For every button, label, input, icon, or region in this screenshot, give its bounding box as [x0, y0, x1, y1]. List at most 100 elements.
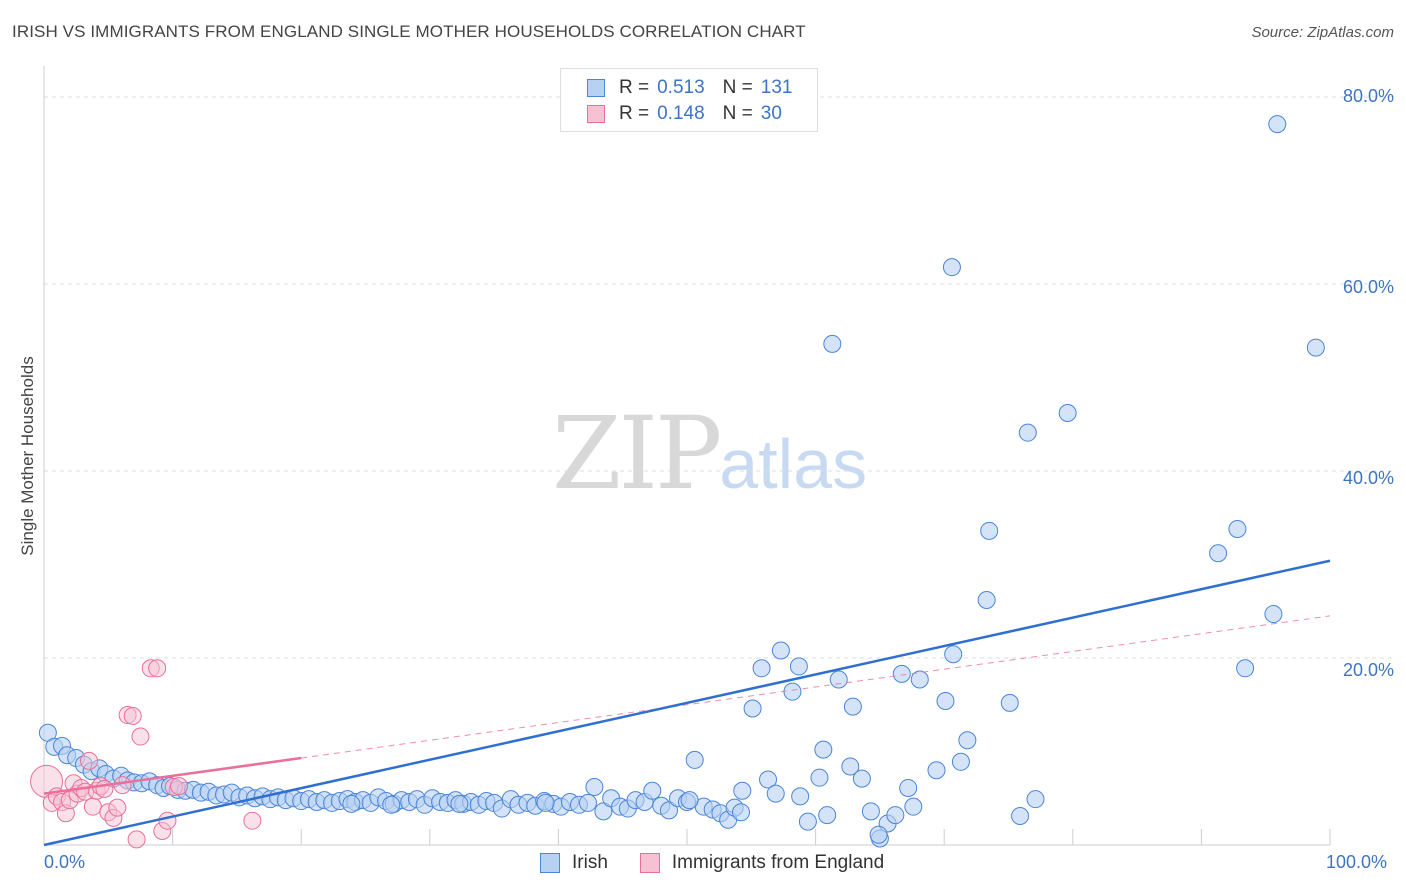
irish-point [1264, 605, 1283, 624]
england-point [80, 751, 99, 770]
irish-point [1026, 790, 1045, 809]
england-trendline-extension [301, 615, 1331, 759]
irish-trendline [43, 559, 1331, 847]
legend-n-label: N = [722, 103, 753, 124]
england-point [158, 811, 177, 830]
x-tick-label-0: 0.0% [44, 852, 86, 872]
irish-point [1018, 423, 1037, 442]
y-tick-label-20: 20.0% [1342, 660, 1394, 680]
irish-point [798, 812, 817, 831]
irish-point [382, 795, 401, 814]
legend-r-label: R = [619, 103, 650, 124]
irish-point [886, 806, 905, 825]
legend-swatch-irish [540, 853, 560, 873]
irish-point [977, 591, 996, 610]
y-axis-label: Single Mother Households [18, 356, 37, 556]
irish-point [783, 682, 802, 701]
irish-point [680, 791, 699, 810]
irish-point [752, 659, 771, 678]
irish-point [733, 781, 752, 800]
irish-point [892, 664, 911, 683]
irish-point [789, 657, 808, 676]
source-label: Source: ZipAtlas.com [1251, 24, 1394, 41]
irish-point [791, 787, 810, 806]
irish-point [861, 802, 880, 821]
irish-point [869, 825, 888, 844]
irish-point [980, 521, 999, 540]
legend-item-england[interactable]: Immigrants from England [639, 852, 884, 874]
legend-n-label: N = [722, 77, 753, 98]
irish-point [852, 769, 871, 788]
irish-point [759, 770, 778, 789]
england-point [170, 777, 189, 796]
england-trendline [43, 756, 302, 795]
irish-point [823, 334, 842, 353]
legend-label-irish: Irish [572, 852, 608, 873]
y-tick-label-60: 60.0% [1342, 277, 1394, 297]
legend-r-value-irish: 0.513 [657, 77, 705, 98]
irish-point [536, 793, 555, 812]
england-point [131, 727, 150, 746]
legend-r-label: R = [619, 77, 650, 98]
england-point [148, 659, 167, 678]
legend-row-england: R = 0.148 N = 30 [587, 103, 782, 125]
irish-point [659, 801, 678, 820]
chart-title: IRISH VS IMMIGRANTS FROM ENGLAND SINGLE … [12, 22, 806, 41]
y-tick-label-40: 40.0% [1342, 468, 1394, 488]
irish-point [771, 641, 790, 660]
irish-point [818, 806, 837, 825]
legend-n-value-england: 30 [760, 103, 782, 124]
irish-point [843, 697, 862, 716]
england-point [83, 797, 102, 816]
legend-r-value-england: 0.148 [657, 103, 705, 124]
y-tick-label-80: 80.0% [1342, 86, 1394, 106]
irish-point [944, 645, 963, 664]
irish-point [958, 731, 977, 750]
england-point [113, 776, 132, 795]
irish-point [585, 778, 604, 797]
irish-point [643, 781, 662, 800]
irish-point [814, 740, 833, 759]
irish-point [899, 778, 918, 797]
legend-n-value-irish: 131 [760, 77, 793, 98]
england-point [243, 811, 262, 830]
irish-point [951, 752, 970, 771]
irish-point [829, 670, 848, 689]
irish-point [1236, 659, 1255, 678]
legend-swatch-irish [587, 79, 605, 97]
irish-point [1268, 115, 1287, 134]
irish-point [1209, 544, 1228, 563]
irish-point [732, 803, 751, 822]
irish-point [1306, 338, 1325, 357]
irish-point [810, 768, 829, 787]
correlation-legend: R = 0.513 N = 131 R = 0.148 N = 30 [560, 68, 818, 132]
england-point [95, 779, 114, 798]
legend-swatch-england [587, 105, 605, 123]
irish-point [342, 794, 361, 813]
watermark: ZIPatlas [552, 395, 867, 512]
irish-point [743, 699, 762, 718]
irish-point [936, 692, 955, 711]
legend-swatch-england [639, 853, 660, 873]
irish-point [1000, 693, 1019, 712]
series-legend: Irish Immigrants from England [540, 852, 916, 874]
legend-row-irish: R = 0.513 N = 131 [587, 77, 792, 99]
watermark-atlas: atlas [719, 425, 868, 503]
irish-point [1011, 807, 1030, 826]
irish-point [1058, 404, 1077, 423]
england-point [123, 706, 142, 725]
irish-point [841, 757, 860, 776]
legend-item-irish[interactable]: Irish [540, 852, 608, 874]
irish-point [904, 797, 923, 816]
irish-point [578, 793, 597, 812]
irish-point [1228, 519, 1247, 538]
x-tick-label-100: 100.0% [1326, 852, 1388, 872]
irish-point [450, 794, 469, 813]
england-point [127, 830, 146, 849]
irish-point [927, 761, 946, 780]
irish-point [910, 670, 929, 689]
watermark-zip: ZIP [552, 395, 722, 512]
irish-point [685, 750, 704, 769]
irish-point [766, 784, 785, 803]
